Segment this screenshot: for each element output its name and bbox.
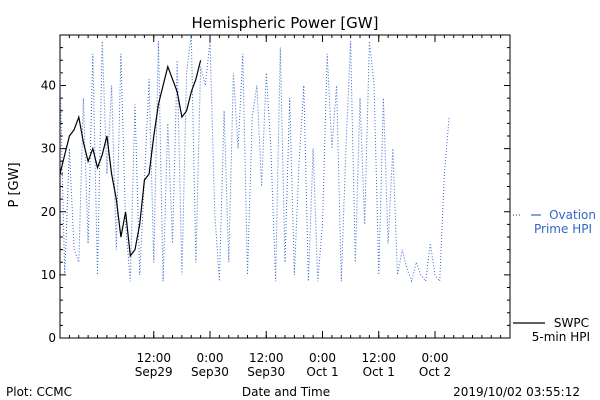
x-tick-label-date: Sep30 — [247, 365, 285, 379]
x-tick-label-time: 0:00 — [422, 351, 449, 365]
x-tick-label-time: 12:00 — [361, 351, 396, 365]
footer-timestamp: 2019/10/02 03:55:12 — [453, 385, 580, 399]
legend-ovation-label-1: Ovation — [549, 208, 596, 222]
y-tick-label: 0 — [48, 331, 56, 345]
y-tick-label: 10 — [41, 268, 56, 282]
x-tick-label-date: Oct 2 — [419, 365, 451, 379]
x-tick-label-date: Sep29 — [135, 365, 173, 379]
x-tick-label-date: Oct 1 — [306, 365, 338, 379]
chart-title: Hemispheric Power [GW] — [192, 14, 379, 32]
x-tick-label-date: Oct 1 — [363, 365, 395, 379]
plot-frame — [59, 34, 511, 339]
y-tick-label: 40 — [41, 79, 56, 93]
x-axis-label: Date and Time — [242, 385, 330, 399]
y-tick-label: 20 — [41, 205, 56, 219]
x-tick-label-time: 12:00 — [136, 351, 171, 365]
y-axis-label: P [GW] — [7, 162, 22, 207]
x-tick-label-date: Sep30 — [191, 365, 229, 379]
x-tick-label-time: 0:00 — [197, 351, 224, 365]
x-tick-label-time: 0:00 — [309, 351, 336, 365]
footer-credit: Plot: CCMC — [6, 385, 72, 399]
x-tick-label-time: 12:00 — [249, 351, 284, 365]
legend-swpc-label-2: 5-min HPI — [532, 330, 590, 344]
legend-swpc-label-1: SWPC — [554, 316, 589, 330]
series-ovation-prime-line — [59, 34, 450, 283]
series-group — [59, 34, 450, 283]
y-tick-label: 30 — [41, 142, 56, 156]
legend-ovation-label-2: Prime HPI — [534, 222, 592, 236]
series-swpc-line — [59, 60, 202, 258]
y-ticks: 0 10 20 30 40 — [41, 34, 510, 345]
